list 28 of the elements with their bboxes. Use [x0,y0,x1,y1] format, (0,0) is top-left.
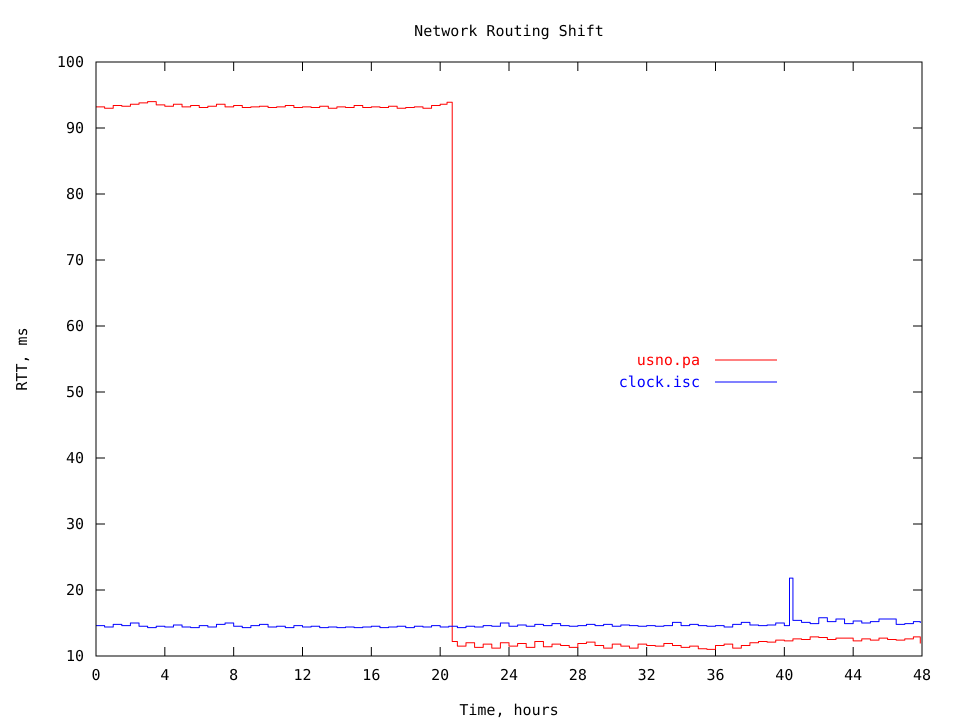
y-tick-label: 40 [66,449,84,467]
x-tick-label: 36 [706,666,725,684]
x-tick-label: 44 [844,666,862,684]
y-tick-label: 10 [66,647,84,665]
y-axis-title: RTT, ms [13,327,31,391]
y-tick-label: 100 [56,53,84,71]
x-tick-label: 0 [91,666,101,684]
x-tick-label: 40 [775,666,794,684]
chart-title: Network Routing Shift [414,22,604,40]
x-tick-label: 12 [293,666,312,684]
x-tick-label: 4 [160,666,170,684]
y-tick-label: 20 [66,581,84,599]
x-tick-label: 24 [500,666,518,684]
y-tick-label: 90 [66,119,84,137]
x-tick-label: 8 [229,666,238,684]
y-tick-label: 30 [66,515,84,533]
y-tick-label: 60 [66,317,84,335]
y-tick-label: 80 [66,185,84,203]
x-tick-label: 32 [638,666,656,684]
x-tick-label: 48 [912,666,932,684]
y-tick-label: 70 [66,251,84,269]
x-tick-label: 16 [362,666,380,684]
x-tick-label: 20 [431,666,450,684]
y-tick-label: 50 [66,383,84,401]
x-tick-label: 28 [568,666,587,684]
legend-label: usno.pa [636,351,700,369]
legend-label: clock.isc [618,373,700,391]
x-axis-title: Time, hours [459,701,559,719]
